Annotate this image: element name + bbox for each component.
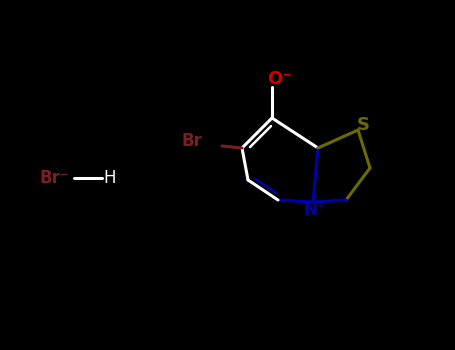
Text: S: S	[357, 116, 369, 134]
Text: Br: Br	[182, 132, 202, 150]
Text: H: H	[104, 169, 116, 187]
Text: O⁻: O⁻	[268, 70, 293, 88]
Text: Br⁻: Br⁻	[39, 169, 69, 187]
Text: N⁺: N⁺	[303, 201, 326, 219]
